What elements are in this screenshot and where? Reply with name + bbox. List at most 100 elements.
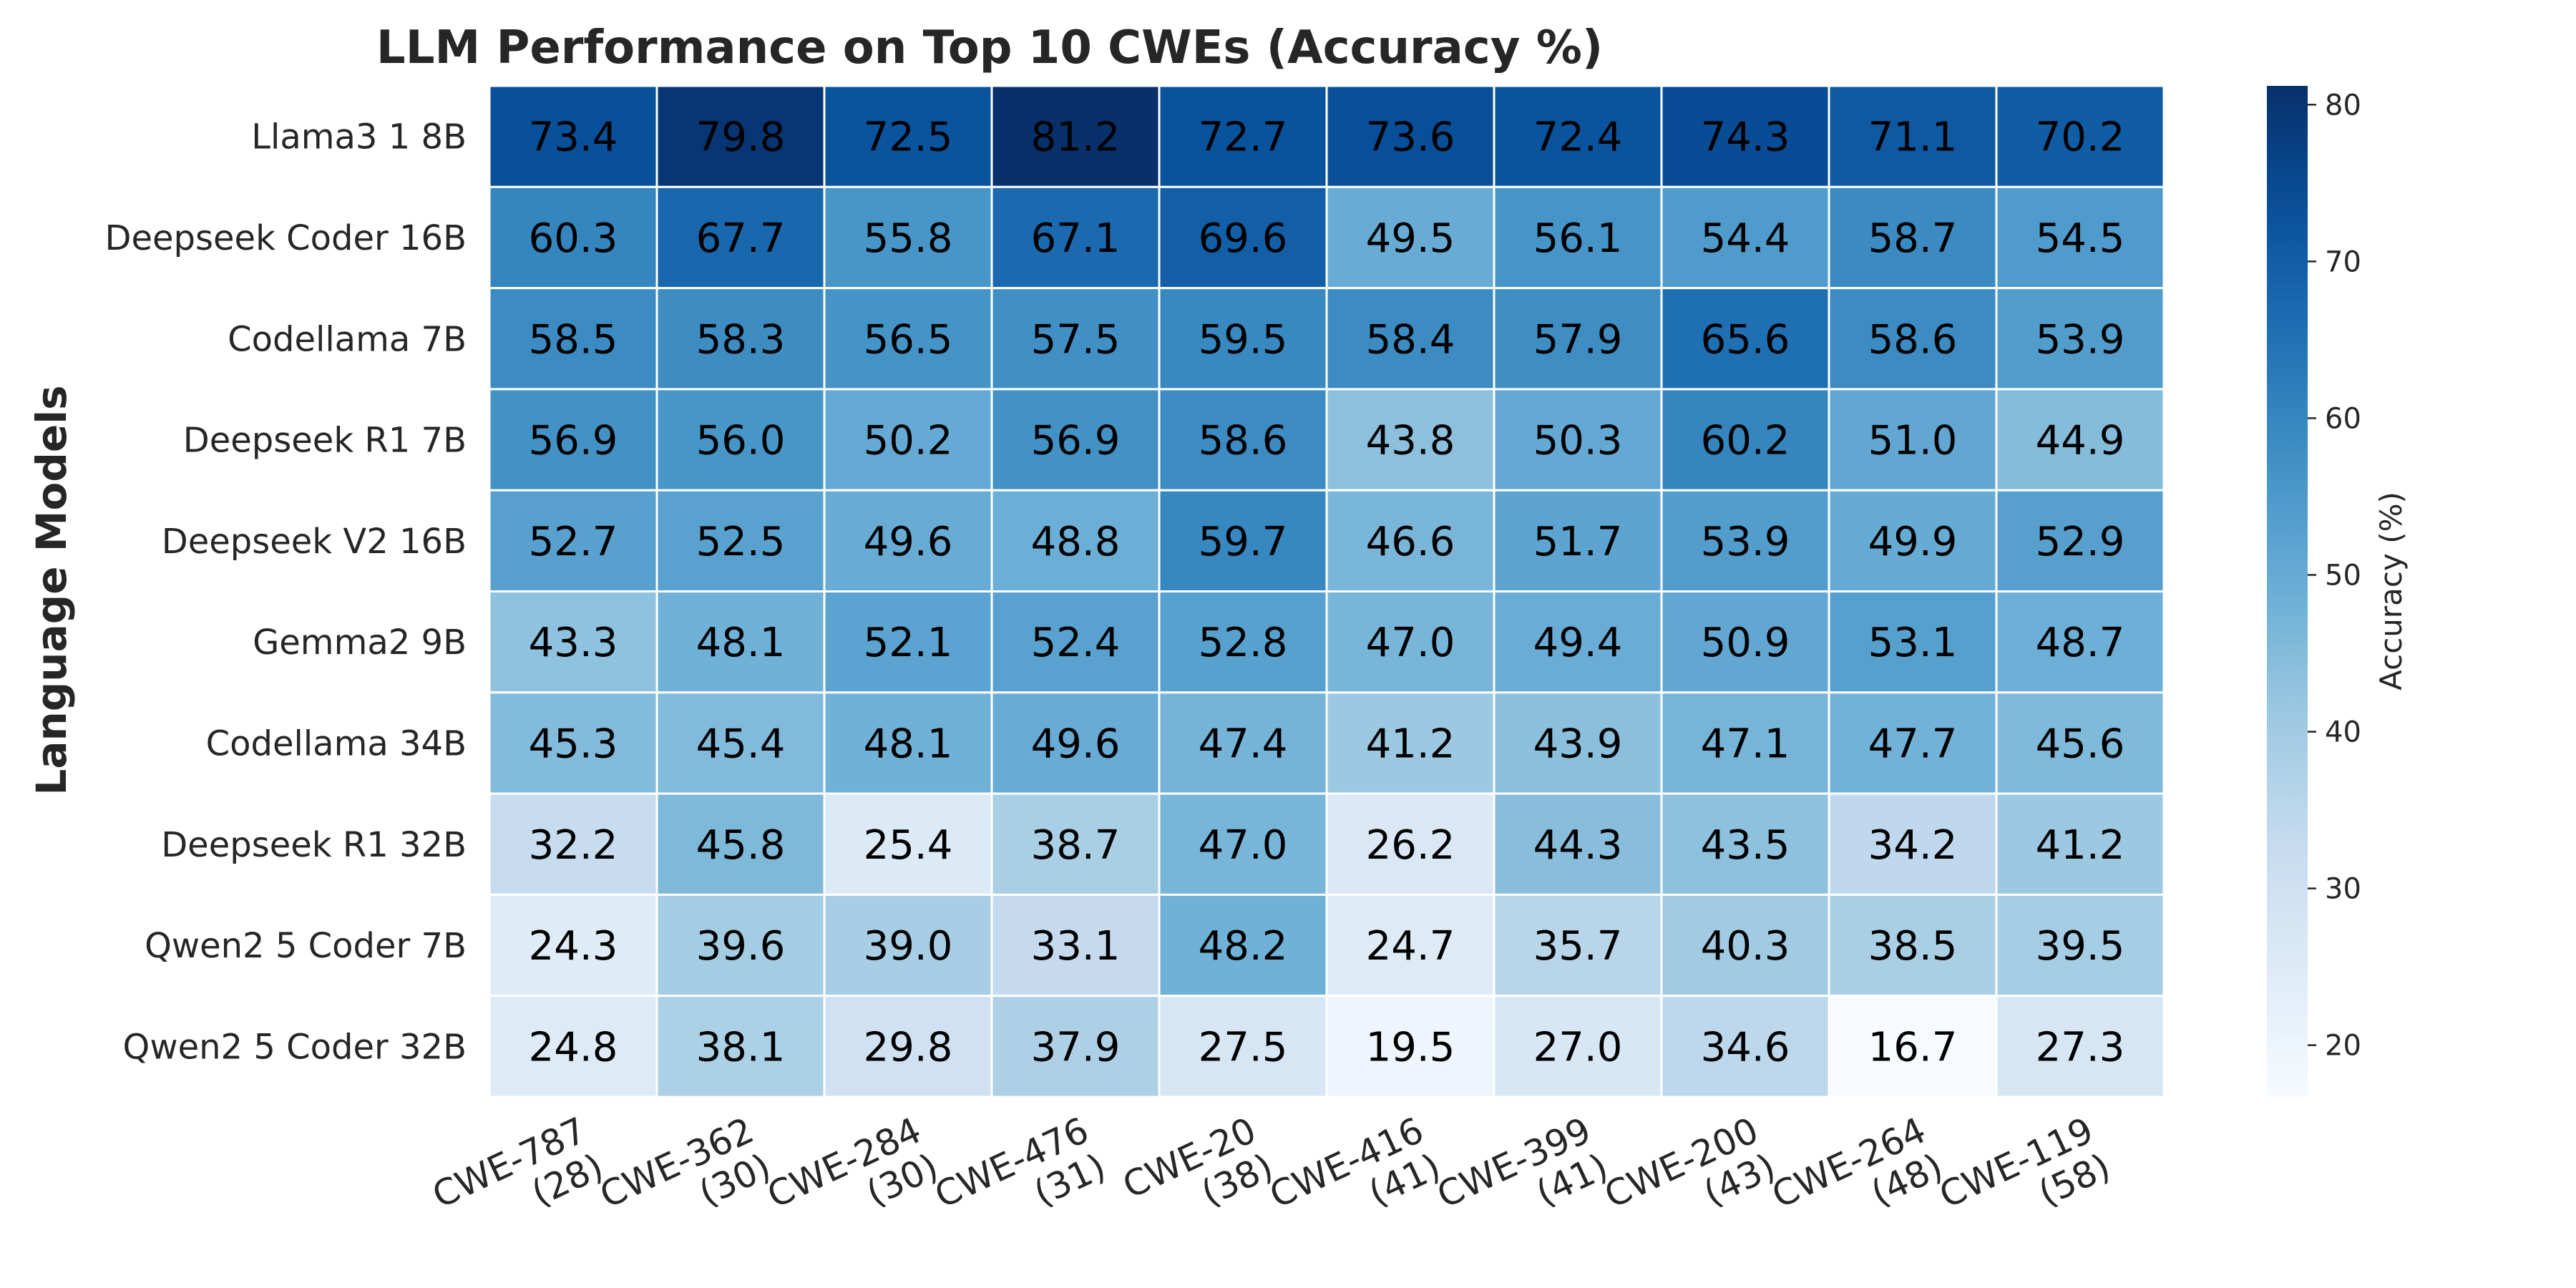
cell-value-label: 38.7 (1031, 822, 1121, 869)
column-label: CWE-362(30) (594, 1109, 777, 1216)
cell-value-label: 56.9 (529, 418, 618, 464)
cell-value-label: 67.1 (1031, 215, 1121, 262)
heatmap-cell (1660, 995, 1830, 1098)
row-label: Llama3 1 8B (251, 117, 467, 157)
cell-value-label: 48.1 (864, 721, 953, 767)
heatmap-cell (990, 792, 1161, 896)
cell-value-label: 32.2 (529, 822, 618, 869)
heatmap-cell (1995, 489, 2165, 593)
cell-value-label: 37.9 (1031, 1024, 1121, 1070)
colorbar-gradient (2267, 86, 2308, 1097)
column-label: CWE-119(58) (1933, 1109, 2117, 1216)
row-label: Deepseek R1 32B (161, 825, 467, 865)
heatmap-cell (488, 287, 658, 391)
cell-value-label: 41.2 (1366, 721, 1455, 767)
heatmap-cell (990, 185, 1161, 290)
cell-value-label: 53.9 (2036, 316, 2125, 363)
cell-value-label: 39.6 (696, 923, 786, 970)
cell-value-label: 58.6 (1868, 316, 1958, 363)
cell-value-label: 39.0 (864, 923, 953, 970)
cell-value-label: 53.9 (1701, 519, 1790, 565)
cell-value-label: 69.6 (1199, 215, 1288, 262)
cell-value-label: 81.2 (1031, 114, 1121, 161)
cell-value-label: 70.2 (2036, 114, 2125, 161)
colorbar-tick-label: 40 (2325, 716, 2361, 749)
heatmap-cell (1828, 995, 1998, 1098)
cell-value-label: 56.9 (1031, 418, 1121, 464)
heatmap-cell (823, 84, 993, 188)
cell-value-label: 58.7 (1868, 215, 1958, 262)
heatmap-cell (1493, 893, 1663, 997)
cell-value-label: 72.7 (1199, 114, 1288, 161)
colorbar: 20 30 40 50 60 70 80 Accuracy (%) (2267, 86, 2409, 1097)
heatmap-cell (1325, 995, 1496, 1098)
chart-title: LLM Performance on Top 10 CWEs (Accuracy… (376, 21, 1603, 74)
heatmap-cell (1660, 489, 1830, 593)
heatmap-cell (823, 893, 993, 997)
cell-value-label: 65.6 (1701, 316, 1790, 363)
heatmap-cell (1325, 691, 1496, 795)
cell-value-label: 57.5 (1031, 316, 1121, 363)
row-label: Qwen2 5 Coder 32B (123, 1027, 467, 1067)
heatmap-cell (1158, 893, 1328, 997)
cell-value-label: 45.8 (696, 822, 786, 869)
heatmap-cell (1660, 893, 1830, 997)
heatmap-cell (823, 489, 993, 593)
cell-value-label: 74.3 (1701, 114, 1790, 161)
cell-value-label: 51.0 (1868, 418, 1958, 464)
colorbar-tick-label: 20 (2325, 1030, 2361, 1063)
heatmap-cell (823, 995, 993, 1098)
heatmap-cell (990, 893, 1161, 997)
colorbar-tick-label: 30 (2325, 873, 2361, 906)
heatmap-cell (990, 995, 1161, 1098)
cell-value-label: 59.5 (1199, 316, 1288, 363)
cell-value-label: 44.9 (2036, 418, 2125, 464)
heatmap-cell (1325, 590, 1496, 694)
heatmap-cell (488, 590, 658, 694)
cell-value-label: 40.3 (1701, 923, 1790, 970)
cell-value-label: 58.5 (529, 316, 618, 363)
heatmap-cell (823, 287, 993, 391)
cell-value-label: 51.7 (1533, 519, 1623, 565)
cell-value-label: 73.4 (529, 114, 618, 161)
cell-value-label: 52.8 (1199, 620, 1288, 666)
cell-value-label: 52.1 (864, 620, 953, 666)
cell-value-label: 59.7 (1199, 519, 1288, 565)
heatmap-cell (1995, 691, 2165, 795)
cell-value-label: 72.4 (1533, 114, 1623, 161)
y-axis-label: Language Models (27, 385, 76, 795)
heatmap-cell (655, 792, 826, 896)
heatmap-cell (1660, 185, 1830, 290)
heatmap-cell (1828, 185, 1998, 290)
row-label: Gemma2 9B (253, 623, 467, 663)
cell-value-label: 46.6 (1366, 519, 1455, 565)
heatmap-cell (1158, 590, 1328, 694)
heatmap-cell (1995, 893, 2165, 997)
cell-value-label: 27.0 (1533, 1024, 1623, 1070)
cell-value-label: 45.6 (2036, 721, 2125, 767)
cell-value-label: 24.7 (1366, 923, 1455, 970)
colorbar-tick-label: 50 (2325, 559, 2361, 592)
cell-value-label: 47.7 (1868, 721, 1958, 767)
cell-value-label: 49.6 (864, 519, 953, 565)
cell-value-label: 47.0 (1366, 620, 1455, 666)
cell-value-label: 19.5 (1366, 1024, 1455, 1070)
heatmap-cell (655, 995, 826, 1098)
heatmap-cell (1828, 792, 1998, 896)
cell-value-label: 60.3 (529, 215, 618, 262)
column-label: CWE-787(28) (426, 1109, 610, 1216)
cell-value-label: 48.2 (1199, 923, 1288, 970)
colorbar-tick-label: 60 (2325, 402, 2361, 435)
heatmap-cell (1493, 691, 1663, 795)
heatmap-cell (1828, 388, 1998, 492)
column-labels: CWE-787(28)CWE-362(30)CWE-284(30)CWE-476… (426, 1109, 2117, 1216)
cell-value-label: 25.4 (864, 822, 953, 869)
heatmap-cell (1660, 691, 1830, 795)
heatmap-cell (1493, 185, 1663, 290)
heatmap-cell (1828, 590, 1998, 694)
cell-value-label: 50.2 (864, 418, 953, 464)
column-label: CWE-476(31) (929, 1109, 1112, 1216)
heatmap-cell (1325, 185, 1496, 290)
cell-value-label: 43.8 (1366, 418, 1455, 464)
cell-value-label: 57.9 (1533, 316, 1623, 363)
